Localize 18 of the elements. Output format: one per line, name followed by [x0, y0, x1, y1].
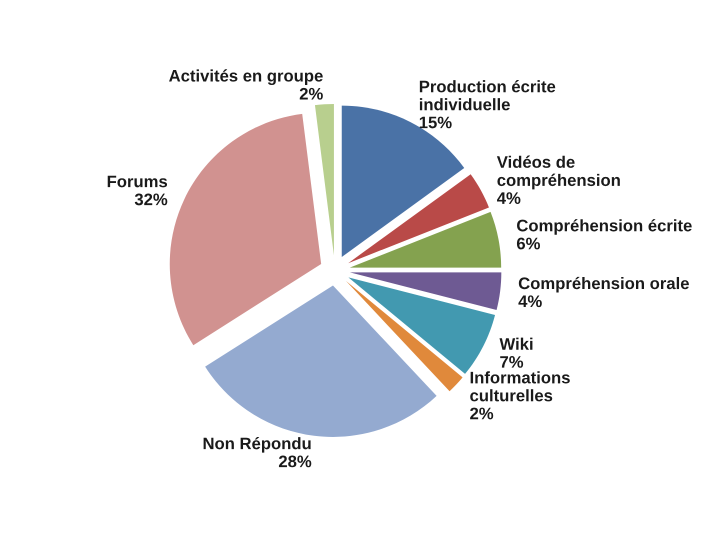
data-label: 15% [420, 116, 452, 128]
data-label: 4% [497, 192, 520, 204]
data-label: 32% [134, 193, 168, 206]
data-label: 7% [500, 356, 524, 368]
data-label: 6% [516, 238, 540, 250]
data-label: 4% [518, 295, 542, 308]
slice-label: Compréhension orale [518, 276, 689, 293]
slice-label: Compréhension écrite [517, 219, 692, 235]
slice-label: Wiki [500, 338, 532, 350]
data-label: 2% [470, 408, 494, 420]
slice-label: Informations culturelles [470, 371, 570, 402]
data-label: 28% [278, 456, 312, 468]
slice-label: Non Répondu [204, 436, 311, 453]
slice-label: Vidéos de compréhension [496, 156, 620, 190]
slice-label: Production écrite individuelle [420, 80, 556, 110]
slice-label: Activités en groupe [169, 69, 323, 86]
data-label: 2% [300, 88, 323, 100]
slice-label: Forums [108, 176, 168, 188]
